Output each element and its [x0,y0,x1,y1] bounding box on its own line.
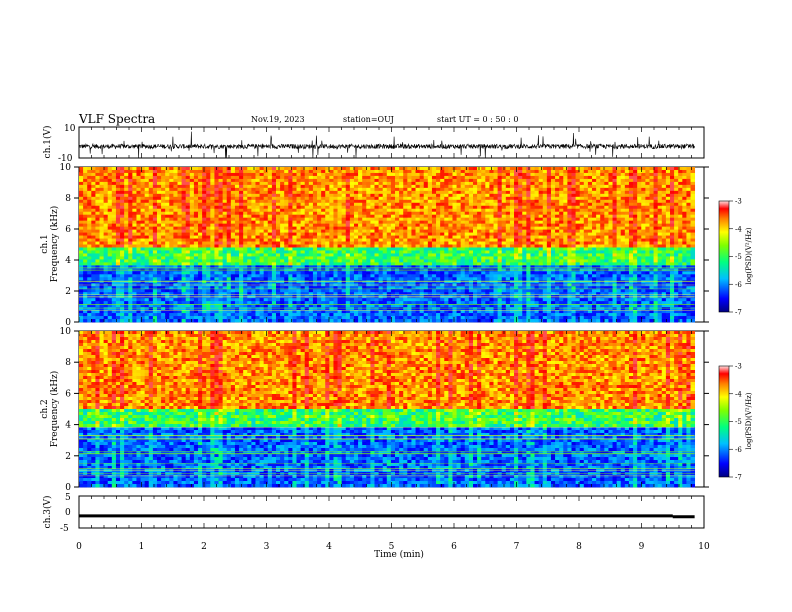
station-label: station=OUJ [343,115,394,124]
ch2-colorbar: -3 -4 -5 -6 -7 log(PSD)(V²/Hz) [718,363,753,482]
frequency-tick-label: 0 [65,483,71,493]
time-tick-label: 8 [576,542,582,552]
colorbar-tick-label: -3 [735,363,742,371]
ch3-ytick-top: 5 [65,493,71,503]
frequency-tick-label: 4 [65,421,71,431]
ch2-colorbar-ticks: -3 -4 -5 -6 -7 [729,363,742,482]
time-axis-ticks [78,127,705,528]
ch1-ytick-top: 10 [64,124,76,134]
frequency-tick-label: 2 [65,287,71,297]
time-tick-label: 1 [139,542,145,552]
time-tick-label: 3 [264,542,270,552]
ch3-ylabel: ch.3(V) [42,496,53,529]
ch1-frequency-ticks: 0 2 4 6 8 10 [60,163,709,328]
ch3-ytick-mid: 0 [65,508,71,518]
ch2-ylabel-channel: ch.2 [40,399,50,418]
frequency-tick-label: 0 [65,318,71,328]
time-tick-label: 7 [514,542,520,552]
frequency-tick-label: 8 [65,358,71,368]
colorbar-tick-label: -4 [735,390,742,398]
ch2-frequency-ticks: 0 2 4 6 8 10 [60,327,709,493]
start-time-label: start UT = 0 : 50 : 0 [437,115,519,124]
ch1-colorbar-label: log(PSD)(V²/Hz) [745,227,753,284]
frequency-tick-label: 2 [65,452,71,462]
ch2-ylabel-frequency: Frequency (kHz) [49,371,60,448]
ch1-spectrogram-image [79,167,696,323]
time-tick-label: 4 [326,542,332,552]
frequency-tick-label: 8 [65,194,71,204]
time-axis-label: Time (min) [374,549,424,560]
ch1-ylabel: ch.1(V) [42,126,53,159]
colorbar-tick-label: -4 [735,225,742,233]
frequency-tick-label: 10 [60,163,72,173]
time-tick-label: 10 [698,542,710,552]
time-tick-label: 2 [201,542,207,552]
ch3-trace [79,514,695,519]
time-tick-label: 5 [389,542,395,552]
ch1-waveform-panel: 10 -10 ch.1(V) [42,124,705,164]
time-tick-label: 0 [76,542,82,552]
ch2-colorbar-label: log(PSD)(V²/Hz) [745,392,753,449]
time-tick-label: 9 [639,542,645,552]
frequency-tick-label: 10 [60,327,72,337]
date-label: Nov.19, 2023 [251,115,305,124]
ch1-spectrogram-panel: 0 2 4 6 8 10 ch.1 Frequency (kHz) [40,163,709,328]
ch1-colorbar-ticks: -3 -4 -5 -6 -7 [729,198,742,317]
ch2-spectrogram-panel: 0 2 4 6 8 10 ch.2 Frequency (kHz) [40,327,709,493]
ch1-ylabel-channel: ch.1 [40,234,50,253]
colorbar-tick-label: -3 [735,198,742,206]
ch3-waveform-panel: 5 0 -5 ch.3(V) [42,493,705,534]
ch1-ylabel-frequency: Frequency (kHz) [49,206,60,283]
time-tick-label: 6 [451,542,457,552]
ch3-ytick-bottom: -5 [60,524,69,534]
ch2-spectrogram-image [79,331,696,488]
colorbar-tick-label: -6 [735,281,742,289]
time-axis-tick-labels: 0 1 2 3 4 5 6 7 8 9 10 [76,542,710,552]
ch1-colorbar: -3 -4 -5 -6 -7 log(PSD)(V²/Hz) [718,198,753,317]
colorbar-tick-label: -5 [735,253,742,261]
frequency-tick-label: 6 [65,225,71,235]
chart-title: VLF Spectra [79,112,156,126]
colorbar-tick-label: -5 [735,418,742,426]
colorbar-tick-label: -7 [735,309,742,317]
colorbar-tick-label: -7 [735,474,742,482]
ch1-ytick-bottom: -10 [58,154,73,164]
colorbar-tick-label: -6 [735,446,742,454]
frequency-tick-label: 6 [65,389,71,399]
ch1-trace [78,131,695,159]
frequency-tick-label: 4 [65,256,71,266]
